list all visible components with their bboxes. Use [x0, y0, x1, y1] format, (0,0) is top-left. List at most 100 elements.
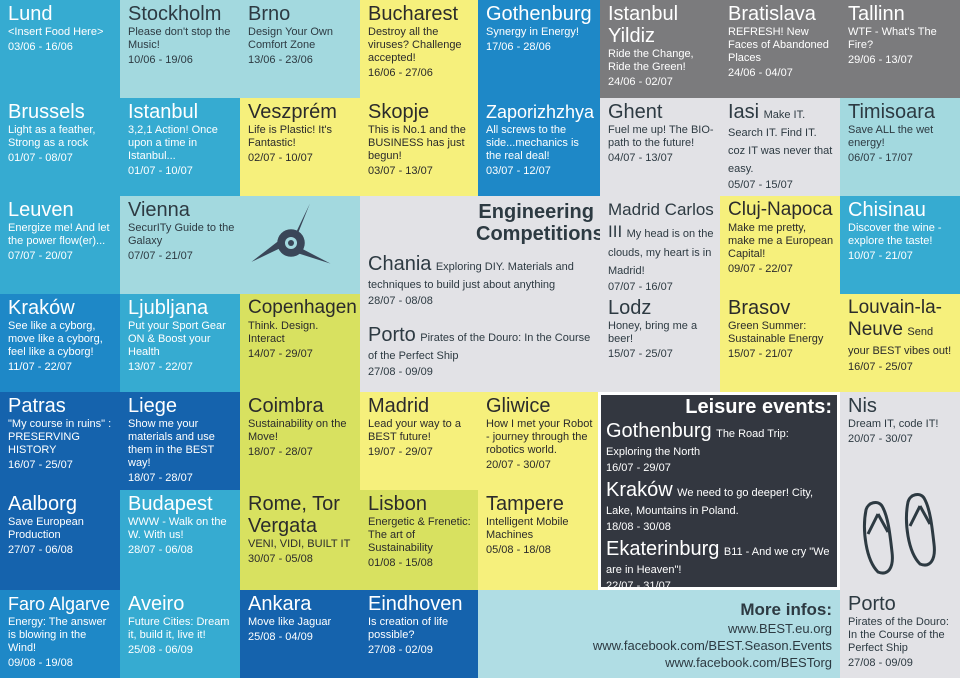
event-slogan: Life is Plastic! It's Fantastic! [248, 124, 333, 149]
event-slogan: Pirates of the Douro: In the Course of t… [368, 332, 591, 362]
event-dates: 22/07 - 31/07 [606, 580, 671, 590]
event-dates: 30/07 - 05/08 [248, 553, 313, 565]
event-slogan: Save European Production [8, 516, 84, 541]
event-dates: 28/07 - 08/08 [368, 295, 433, 307]
city-name: Stockholm [128, 3, 222, 25]
city-name: Iasi [728, 101, 760, 123]
event-slogan: <Insert Food Here> [8, 26, 104, 38]
city-name: Chania [368, 253, 432, 275]
city-name: Vienna [128, 199, 190, 221]
event-dates: 17/06 - 28/06 [486, 41, 551, 53]
city-name: Tampere [486, 493, 564, 515]
event-tile-copenhagen: Copenhagen Think. Design. Interact 14/07… [240, 294, 360, 392]
event-dates: 01/08 - 15/08 [368, 557, 433, 569]
event-dates: 03/07 - 13/07 [368, 165, 433, 177]
event-tile-istanbul-yildiz: Istanbul Yildiz Ride the Change, Ride th… [600, 0, 720, 98]
event-dates: 10/07 - 21/07 [848, 250, 913, 262]
event-tile-ghent: Ghent Fuel me up! The BIO-path to the fu… [600, 98, 720, 196]
event-dates: 18/08 - 30/08 [606, 521, 671, 533]
city-name: Madrid Carlos III [608, 200, 714, 241]
city-name: Aveiro [128, 593, 185, 615]
city-name: Rome, Tor Vergata [248, 493, 340, 537]
website-link[interactable]: www.BEST.eu.org [727, 621, 832, 636]
city-name: Copenhagen [248, 297, 357, 318]
event-dates: 13/06 - 23/06 [248, 54, 313, 66]
city-name: Zaporizhzhya [486, 102, 595, 122]
event-slogan: Move like Jaguar [248, 616, 332, 628]
event-dates: 15/07 - 21/07 [728, 348, 793, 360]
city-name: Timisoara [848, 101, 936, 123]
city-name: Ghent [608, 101, 663, 123]
event-tile-timisoara: Timisoara Save ALL the wet energy! 06/07… [840, 98, 960, 196]
event-dates: 20/07 - 30/07 [848, 433, 913, 445]
competitions-title: Engineering Competitions: [476, 201, 600, 245]
event-tile-cluj-napoca: Cluj-Napoca Make me pretty, make me a Eu… [720, 196, 840, 294]
event-dates: 04/07 - 13/07 [608, 152, 673, 164]
leisure-title: Leisure events: [685, 396, 832, 418]
event-tile-rome-tor-vergata: Rome, Tor Vergata VENI, VIDI, BUILT IT 3… [240, 490, 360, 590]
event-slogan: How I met your Robot - journey through t… [486, 418, 593, 456]
city-name: Lund [8, 3, 53, 25]
event-tile-leuven: Leuven Energize me! And let the power fl… [0, 196, 120, 294]
event-dates: 11/07 - 22/07 [8, 361, 73, 373]
event-slogan: Sustainability on the Move! [248, 418, 347, 443]
event-slogan: Synergy in Energy! [486, 26, 579, 38]
event-tile-liege: Liege Show me your materials and use the… [120, 392, 240, 490]
event-slogan: 3,2,1 Action! Once upon a time in Istanb… [128, 124, 218, 162]
city-name: Kraków [606, 479, 673, 501]
event-dates: 03/06 - 16/06 [8, 41, 73, 53]
event-slogan: Destroy all the viruses? Challenge accep… [368, 26, 462, 64]
city-name: Gliwice [486, 395, 551, 417]
city-name: Budapest [128, 493, 213, 515]
event-dates: 16/07 - 25/07 [8, 459, 73, 471]
event-slogan: Future Cities: Dream it, build it, live … [128, 616, 230, 641]
city-name: Istanbul [128, 101, 199, 123]
event-dates: 16/07 - 25/07 [848, 361, 913, 373]
event-tile-coimbra: Coimbra Sustainability on the Move! 18/0… [240, 392, 360, 490]
competition-item: Porto Pirates of the Douro: In the Cours… [368, 324, 594, 379]
engineering-competitions-panel: Engineering Competitions: Chania Explori… [360, 196, 600, 392]
leisure-item: Ekaterinburg B11 - And we cry "We are in… [606, 538, 832, 590]
city-name: Ljubljana [128, 297, 209, 319]
city-name: Porto [848, 593, 896, 615]
city-name: Brasov [728, 297, 791, 319]
event-tile-zaporizhzhya: Zaporizhzhya All screws to the side...me… [478, 98, 600, 196]
city-name: Leuven [8, 199, 74, 221]
event-slogan: Send your BEST vibes out! [848, 326, 952, 357]
event-dates: 14/07 - 29/07 [248, 348, 313, 360]
event-slogan: WTF - What's The Fire? [848, 26, 937, 51]
city-name: Kraków [8, 297, 75, 319]
event-slogan: My head is on the clouds, my heart is in… [608, 228, 714, 277]
event-slogan: "My course in ruins" : PRESERVING HISTOR… [8, 418, 112, 456]
city-name: Coimbra [248, 395, 324, 417]
event-tile-lodz: Lodz Honey, bring me a beer! 15/07 - 25/… [600, 294, 720, 392]
event-dates: 28/07 - 06/08 [128, 544, 193, 556]
event-slogan: We need to go deeper! City, Lake, Mounta… [606, 487, 814, 517]
event-tile-brasov: Brasov Green Summer: Sustainable Energy … [720, 294, 840, 392]
event-dates: 10/06 - 19/06 [128, 54, 193, 66]
event-dates: 13/07 - 22/07 [128, 361, 193, 373]
event-tile-krakow: Kraków See like a cyborg, move like a cy… [0, 294, 120, 392]
city-name: Chisinau [848, 199, 926, 221]
competition-item: Chania Exploring DIY. Materials and tech… [368, 253, 594, 308]
city-name: Lisbon [368, 493, 427, 515]
event-slogan: B11 - And we cry "We are in Heaven"! [606, 546, 830, 576]
event-tile-skopje: Skopje This is No.1 and the BUSINESS has… [360, 98, 478, 196]
event-tile-eindhoven: Eindhoven Is creation of life possible? … [360, 590, 478, 678]
event-dates: 15/07 - 25/07 [608, 348, 673, 360]
event-tile-brno: Brno Design Your Own Comfort Zone 13/06 … [240, 0, 360, 98]
event-dates: 07/07 - 16/07 [608, 281, 673, 293]
event-slogan: Lead your way to a BEST future! [368, 418, 461, 443]
city-name: Bratislava [728, 3, 816, 25]
event-dates: 27/07 - 06/08 [8, 544, 73, 556]
event-dates: 07/07 - 21/07 [128, 250, 193, 262]
event-tile-brussels: Brussels Light as a feather, Strong as a… [0, 98, 120, 196]
facebook-best-link[interactable]: www.facebook.com/BESTorg [665, 655, 832, 670]
city-name: Louvain-la-Neuve [848, 297, 942, 340]
facebook-season-events-link[interactable]: www.facebook.com/BEST.Season.Events [592, 638, 832, 653]
event-tile-bucharest: Bucharest Destroy all the viruses? Chall… [360, 0, 478, 98]
event-tile-budapest: Budapest WWW - Walk on the W. With us! 2… [120, 490, 240, 590]
city-name: Tallinn [848, 3, 905, 25]
event-tile-gliwice: Gliwice How I met your Robot - journey t… [478, 392, 600, 490]
event-tile-louvain-la-neuve: Louvain-la-Neuve Send your BEST vibes ou… [840, 294, 960, 392]
